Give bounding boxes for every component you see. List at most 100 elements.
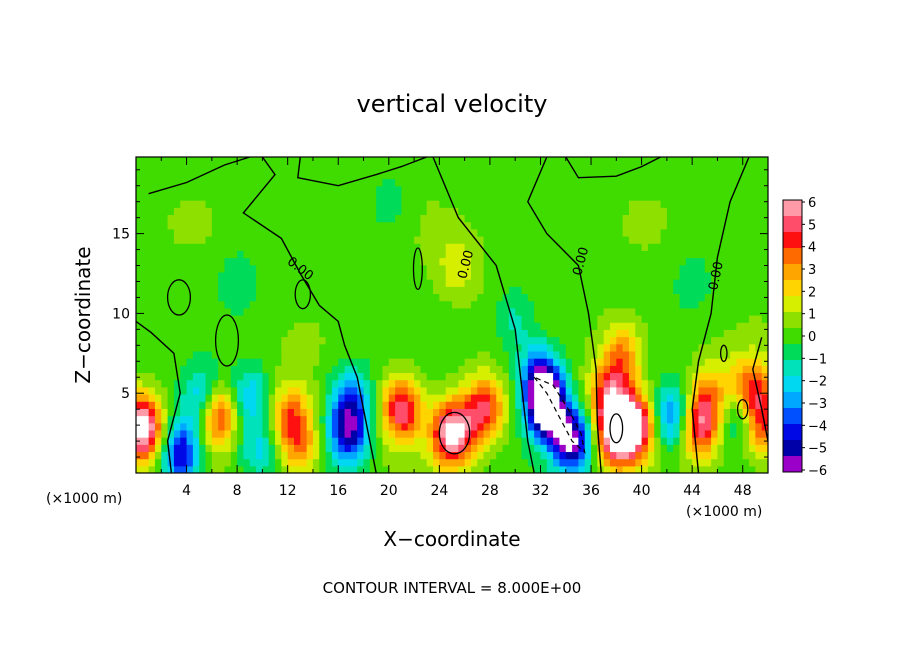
field-cell <box>439 286 447 295</box>
field-cell <box>736 386 744 395</box>
field-cell <box>281 286 289 295</box>
field-cell <box>508 221 516 230</box>
field-cell <box>319 343 327 352</box>
field-cell <box>647 250 655 259</box>
field-cell <box>230 429 238 438</box>
field-cell <box>218 264 226 273</box>
field-cell <box>660 315 668 323</box>
field-cell <box>603 315 611 323</box>
field-cell <box>363 300 371 309</box>
field-cell <box>445 257 453 266</box>
field-cell <box>281 465 289 473</box>
field-cell <box>622 394 630 402</box>
field-cell <box>761 228 768 237</box>
field-cell <box>477 279 485 287</box>
field-cell <box>167 429 175 438</box>
field-cell <box>369 315 377 323</box>
field-cell <box>262 250 270 259</box>
field-cell <box>483 451 491 460</box>
field-cell <box>173 358 181 366</box>
field-cell <box>243 343 251 352</box>
field-cell <box>761 444 768 453</box>
field-cell <box>331 157 339 165</box>
field-cell <box>161 200 169 208</box>
field-cell <box>584 372 592 381</box>
field-cell <box>199 300 207 309</box>
field-cell <box>584 200 592 208</box>
field-cell <box>565 401 573 409</box>
field-cell <box>572 422 579 431</box>
field-cell <box>426 372 434 381</box>
field-cell <box>426 365 434 374</box>
field-cell <box>742 372 750 381</box>
field-cell <box>344 243 352 251</box>
field-cell <box>230 401 238 409</box>
field-cell <box>692 329 700 338</box>
field-cell <box>698 322 706 330</box>
field-cell <box>148 185 156 194</box>
field-cell <box>306 221 314 230</box>
field-cell <box>243 185 251 194</box>
field-cell <box>439 257 447 266</box>
field-cell <box>445 243 453 251</box>
field-cell <box>338 228 346 237</box>
field-cell <box>395 379 403 388</box>
field-cell <box>660 250 668 259</box>
field-cell <box>388 171 396 180</box>
field-cell <box>565 250 573 259</box>
field-cell <box>685 171 693 180</box>
field-cell <box>218 286 226 295</box>
field-cell <box>426 236 434 244</box>
field-cell <box>433 236 440 244</box>
field-cell <box>148 207 156 216</box>
field-cell <box>711 250 719 259</box>
field-cell <box>382 394 390 402</box>
field-cell <box>218 257 226 266</box>
field-cell <box>230 300 238 309</box>
field-cell <box>685 264 693 273</box>
field-cell <box>192 214 200 223</box>
field-cell <box>388 422 396 431</box>
field-cell <box>496 236 504 244</box>
field-cell <box>546 437 554 445</box>
field-cell <box>243 228 251 237</box>
x-unit-right: (×1000 m) <box>686 504 762 520</box>
field-cell <box>167 293 175 302</box>
field-cell <box>628 429 636 438</box>
field-cell <box>369 379 377 388</box>
field-cell <box>470 264 478 273</box>
field-cell <box>679 293 687 302</box>
field-cell <box>603 458 611 467</box>
field-cell <box>136 444 143 453</box>
field-cell <box>268 451 276 460</box>
field-cell <box>338 408 346 417</box>
field-cell <box>635 336 643 345</box>
field-cell <box>186 350 194 359</box>
field-cell <box>388 329 396 338</box>
field-cell <box>717 365 725 374</box>
field-cell <box>464 379 472 388</box>
field-cell <box>331 185 339 194</box>
field-cell <box>287 415 295 424</box>
field-cell <box>489 286 497 295</box>
field-cell <box>464 207 472 216</box>
field-cell <box>704 429 712 438</box>
field-cell <box>256 336 263 345</box>
field-cell <box>553 329 561 338</box>
field-cell <box>736 422 744 431</box>
field-cell <box>470 178 478 187</box>
field-cell <box>357 415 365 424</box>
field-cell <box>534 437 542 445</box>
field-cell <box>376 157 384 165</box>
field-cell <box>287 408 295 417</box>
field-cell <box>420 243 428 251</box>
field-cell <box>407 243 415 251</box>
field-cell <box>591 386 598 395</box>
field-cell <box>502 458 510 467</box>
field-cell <box>426 415 434 424</box>
field-cell <box>300 286 308 295</box>
field-cell <box>312 444 320 453</box>
field-cell <box>180 465 188 473</box>
field-cell <box>673 322 681 330</box>
